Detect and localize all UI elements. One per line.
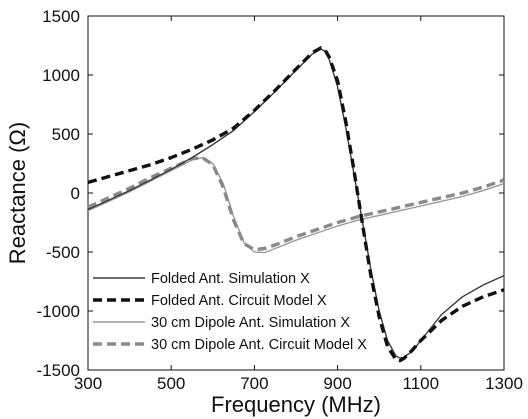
legend-label-3: 30 cm Dipole Ant. Simulation X [151,315,350,331]
legend: Folded Ant. Simulation X Folded Ant. Circ… [93,271,367,353]
y-tick-label: -500 [46,243,80,262]
x-tick-label: 500 [157,374,185,393]
plot-area: 300 500 700 900 1100 1300 1500 1000 500 0 -500 -100… [37,7,523,393]
y-tick-label: -1000 [37,302,80,321]
x-tick-label: 700 [240,374,268,393]
legend-label-4: 30 cm Dipole Ant. Circuit Model X [151,337,367,353]
legend-label-2: Folded Ant. Circuit Model X [151,293,327,309]
series-line-2 [87,46,505,363]
y-tick-label: 0 [71,184,80,203]
x-tick-label: 900 [323,374,351,393]
x-axis-label: Frequency (MHz) [211,392,381,417]
x-tick-label: 300 [74,374,102,393]
y-axis-label: Reactance (Ω) [5,122,30,264]
series-line-4 [87,155,505,252]
y-tick-label: 1000 [42,66,80,85]
legend-label-1: Folded Ant. Simulation X [151,271,310,287]
tick-labels: 300 500 700 900 1100 1300 1500 1000 500 0 -500 -100… [37,7,523,393]
series-lines [87,46,505,363]
y-tick-label: -1500 [37,361,80,380]
x-tick-label: 1100 [403,374,440,393]
series-line-1 [87,48,505,359]
y-tick-label: 1500 [42,7,80,26]
y-tick-label: 500 [52,125,80,144]
axis-ticks [87,15,505,371]
series-line-3 [87,156,505,254]
x-tick-label: 1300 [485,374,523,393]
